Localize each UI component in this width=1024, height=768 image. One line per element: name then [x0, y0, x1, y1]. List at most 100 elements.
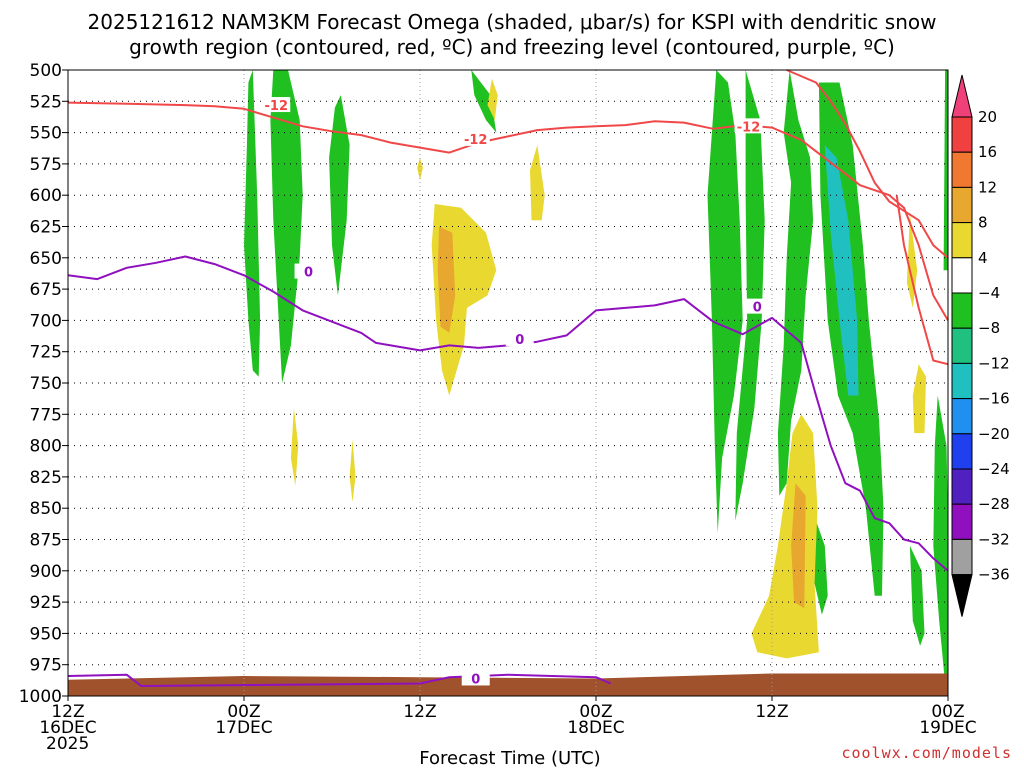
colorbar-label-8: −16 [978, 390, 1010, 408]
x-tick-label-0-2: 16DEC [39, 718, 96, 738]
y-tick-label-850: 850 [30, 499, 62, 519]
colorbar-segment-6 [951, 327, 973, 364]
colorbar-segment-8 [951, 398, 973, 435]
freezing-label-1-bg [294, 263, 323, 279]
colorbar-label-10: −24 [978, 460, 1010, 478]
colorbar-segment-0 [951, 116, 973, 153]
grid-layer [68, 70, 948, 696]
contour-layer: -12 -12 -12 0 0 0 0 [67, 69, 949, 687]
chart-subtitle: growth region (contoured, red, ºC) and f… [129, 35, 895, 59]
x-tick-label-60-1: 00Z [931, 702, 964, 722]
y-tick-label-975: 975 [30, 656, 62, 676]
y-tick-label-775: 775 [30, 405, 62, 425]
dgz-label-3-bg [734, 118, 763, 134]
dgz-contour-line-2 [786, 69, 949, 259]
freezing-label-4-bg [461, 670, 490, 686]
y-tick-label-500: 500 [30, 61, 62, 81]
colorbar-top-arrow [951, 74, 973, 118]
colorbar-label-0: 20 [978, 108, 997, 126]
y-tick-label-900: 900 [30, 562, 62, 582]
chart-title: 2025121612 NAM3KM Forecast Omega (shaded… [88, 10, 937, 34]
omega-area-14 [437, 226, 456, 333]
y-tick-label-625: 625 [30, 218, 62, 238]
dgz-label-2-bg [461, 130, 490, 146]
y-tick-label-925: 925 [30, 593, 62, 613]
omega-shading-layer [244, 70, 948, 684]
x-tick-label-36-2: 18DEC [567, 718, 624, 738]
colorbar-segment-2 [951, 186, 973, 224]
y-tick-label-675: 675 [30, 280, 62, 300]
omega-area-16 [417, 157, 423, 181]
colorbar-segment-11 [951, 503, 973, 540]
y-tick-label-800: 800 [30, 437, 62, 457]
omega-area-3 [471, 70, 497, 133]
freezing-label-3-bg [743, 298, 772, 314]
omega-area-0 [244, 70, 261, 377]
dgz-label-1-bg [262, 97, 291, 113]
y-tick-label-575: 575 [30, 155, 62, 175]
dgz-label-3: -12 [737, 120, 761, 135]
omega-area-4 [707, 70, 743, 534]
x-tick-label-60-2: 19DEC [919, 718, 976, 738]
colorbar-segment-4 [951, 257, 973, 294]
y-tick-label-750: 750 [30, 374, 62, 394]
x-tick-label-36-1: 00Z [579, 702, 612, 722]
terrain-layer [68, 673, 948, 696]
omega-area-21 [290, 408, 299, 486]
colorbar-segment-12 [951, 538, 973, 576]
omega-area-12 [814, 520, 828, 615]
colorbar-label-9: −20 [978, 425, 1010, 443]
y-tick-label-825: 825 [30, 468, 62, 488]
y-tick-label-700: 700 [30, 311, 62, 331]
omega-area-11 [943, 70, 948, 271]
x-tick-label-0-1: 12Z [51, 702, 84, 722]
y-tick-label-875: 875 [30, 531, 62, 551]
y-tick-label-525: 525 [30, 92, 62, 112]
y-tick-label-1000: 1000 [19, 687, 62, 707]
freezing-label-3: 0 [753, 301, 762, 316]
dgz-label-1: -12 [265, 99, 289, 114]
x-tick-label-24-1: 12Z [403, 702, 436, 722]
freezing-level-line [67, 255, 949, 572]
freezing-label-1: 0 [304, 266, 313, 281]
colorbar-label-6: −8 [978, 319, 1000, 337]
colorbar-label-12: −32 [978, 530, 1010, 548]
freezing-label-4: 0 [471, 672, 480, 687]
x-tick-label-0-3: 2025 [46, 734, 89, 754]
colorbar-segment-10 [951, 468, 973, 505]
colorbar-label-7: −12 [978, 354, 1010, 372]
freezing-label-2: 0 [515, 333, 524, 348]
colorbar-segment-5 [951, 292, 973, 329]
colorbar: 20 16 12 8 4 −4 −8 −12 −16 −20 −24 −28 −32 −36 [951, 74, 1010, 617]
terrain-fill [68, 673, 948, 696]
x-tick-label-48-1: 12Z [755, 702, 788, 722]
omega-area-20 [906, 214, 918, 308]
colorbar-label-11: −28 [978, 495, 1010, 513]
credit-text: coolwx.com/models [841, 744, 1012, 762]
colorbar-label-13: −36 [978, 566, 1010, 584]
freezing-label-2-bg [505, 331, 534, 347]
dgz-label-2: -12 [464, 133, 488, 148]
omega-area-23 [487, 78, 498, 121]
colorbar-label-1: 16 [978, 143, 997, 161]
y-axis: 500 525 550 575 600 625 650 675 700 725 750 775 800 8… [19, 61, 68, 707]
omega-area-5 [735, 70, 765, 521]
y-tick-label-550: 550 [30, 124, 62, 144]
x-tick-label-12-1: 00Z [227, 702, 260, 722]
colorbar-label-2: 12 [978, 178, 997, 196]
x-tick-label-12-2: 17DEC [215, 718, 272, 738]
y-tick-label-725: 725 [30, 343, 62, 363]
colorbar-label-4: 4 [978, 249, 988, 267]
omega-area-6 [777, 70, 814, 496]
omega-area-8 [824, 145, 859, 396]
omega-area-10 [933, 395, 948, 684]
colorbar-label-5: −4 [978, 284, 1000, 302]
dgz-contour-line [67, 101, 949, 321]
omega-area-19 [912, 364, 926, 434]
colorbar-segment-1 [951, 151, 973, 188]
omega-area-15 [530, 145, 545, 221]
colorbar-label-3: 8 [978, 214, 988, 232]
y-tick-label-950: 950 [30, 624, 62, 644]
